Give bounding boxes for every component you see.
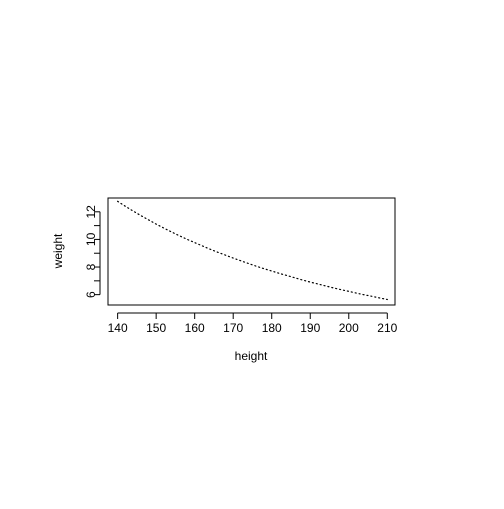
x-tick-label: 150: [146, 321, 166, 335]
y-axis: 6 8 10 12: [84, 205, 101, 298]
y-tick-label: 12: [84, 205, 98, 219]
x-tick-label: 190: [300, 321, 320, 335]
series-line: [117, 200, 388, 301]
plot-box: [107, 197, 396, 306]
x-axis-label: height: [235, 349, 268, 363]
y-tick-label: 10: [84, 232, 98, 246]
x-tick-label: 180: [262, 321, 282, 335]
y-tick-label: 6: [84, 291, 98, 298]
x-tick-label: 210: [377, 321, 397, 335]
x-axis: 140 150 160 170 180 190 200 210: [108, 312, 398, 335]
x-tick-label: 140: [108, 321, 128, 335]
x-tick-label: 160: [185, 321, 205, 335]
series-layer: [117, 200, 388, 301]
x-tick-label: 170: [223, 321, 243, 335]
y-axis-label: weight: [51, 233, 65, 269]
y-tick-label: 8: [84, 263, 98, 270]
x-tick-label: 200: [339, 321, 359, 335]
